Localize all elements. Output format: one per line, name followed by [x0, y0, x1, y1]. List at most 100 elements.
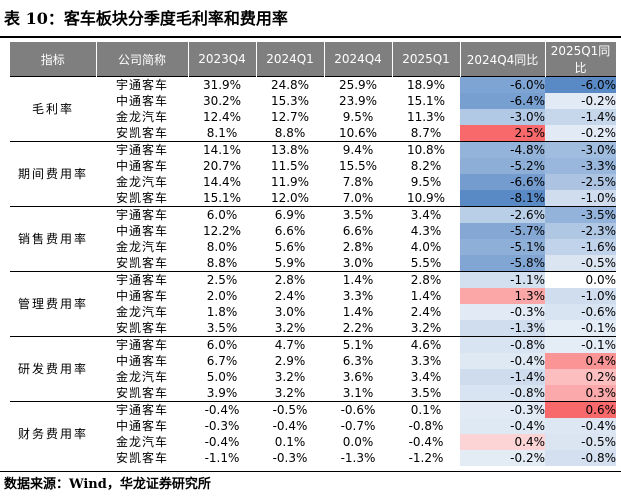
yoy-cell: 1.3% [460, 288, 545, 304]
header-2024q4-yoy: 2024Q4同比 [460, 42, 546, 77]
company-cell: 安凯客车 [115, 321, 168, 335]
value-cell: 2.4% [410, 305, 442, 319]
value-cell: -1.2% [408, 451, 444, 465]
group-label-gross-margin: 毛利率 [10, 76, 96, 142]
company-cell: 中通客车 [115, 354, 168, 368]
value-cell: 11.5% [270, 159, 310, 173]
table-row: 毛利率 宇通客车 31.9% 24.8% 25.9% 18.9% -6.0% -6.0% [10, 76, 616, 142]
company-cell: 金龙汽车 [115, 435, 168, 449]
value-cell: 24.8% [256, 76, 324, 93]
yoy-cell: -0.2% [460, 450, 545, 466]
yoy-cell: -5.2% [460, 158, 545, 174]
value-cell: -0.7% [340, 419, 376, 433]
value-cell: -0.4% [272, 419, 308, 433]
yoy-cell: 0.4% [545, 353, 616, 369]
yoy-cell: -0.1% [545, 336, 616, 353]
yoy-cell: -0.5% [545, 434, 616, 450]
yoy-cell: -6.0% [460, 76, 545, 93]
table-row: 安凯客车 8.1% 8.8% 10.6% 8.7% 2.5% -0.2% [10, 125, 616, 142]
yoy-cell: -0.1% [545, 320, 616, 337]
value-cell: -0.4% [188, 401, 256, 418]
company-cell: 宇通客车 [96, 141, 188, 158]
value-cell: 18.9% [392, 76, 460, 93]
company-cell: 安凯客车 [115, 451, 168, 465]
company-cell: 安凯客车 [115, 126, 168, 140]
table-row: 安凯客车 3.9% 3.2% 3.1% 3.5% -0.8% 0.3% [10, 385, 616, 402]
value-cell: -0.5% [256, 401, 324, 418]
value-cell: 4.3% [410, 224, 442, 238]
table-row: 金龙汽车 1.8% 3.0% 1.4% 2.4% -0.3% -0.6% [10, 304, 616, 320]
value-cell: 3.1% [342, 386, 374, 400]
value-cell: 3.9% [206, 386, 238, 400]
yoy-cell: -1.0% [545, 288, 616, 304]
value-cell: 15.3% [270, 94, 310, 108]
yoy-cell: 0.3% [545, 385, 616, 402]
value-cell: -1.1% [204, 451, 240, 465]
value-cell: 11.3% [406, 110, 446, 124]
group-label-sales-expense: 销售费用率 [10, 206, 96, 272]
table-row: 安凯客车 -1.1% -0.3% -1.3% -1.2% -0.2% -0.8% [10, 450, 616, 466]
table-title: 表 10：客车板块分季度毛利率和费用率 [4, 9, 288, 28]
header-row: 指标 公司简称 2023Q4 2024Q1 2024Q4 2025Q1 2024… [10, 42, 617, 77]
yoy-cell: -0.8% [460, 385, 545, 402]
company-cell: 金龙汽车 [115, 305, 168, 319]
value-cell: 10.9% [406, 191, 446, 205]
value-cell: 2.4% [274, 289, 306, 303]
yoy-cell: -8.1% [460, 190, 545, 207]
value-cell: 6.7% [206, 354, 238, 368]
company-cell: 安凯客车 [115, 191, 168, 205]
table-row: 中通客车 -0.3% -0.4% -0.7% -0.8% -0.4% -0.4% [10, 418, 616, 434]
value-cell: -0.3% [272, 451, 308, 465]
value-cell: 15.1% [406, 94, 446, 108]
table-row: 中通客车 6.7% 2.9% 6.3% 3.3% -0.4% 0.4% [10, 353, 616, 369]
value-cell: 6.6% [342, 224, 374, 238]
table-row: 金龙汽车 5.0% 3.2% 3.6% 3.4% -1.4% 0.2% [10, 369, 616, 385]
company-cell: 宇通客车 [96, 401, 188, 418]
value-cell: -0.8% [408, 419, 444, 433]
value-cell: 12.2% [202, 224, 242, 238]
value-cell: 15.5% [338, 159, 378, 173]
bottom-divider [0, 471, 621, 472]
value-cell: 3.0% [342, 256, 374, 270]
yoy-cell: -0.4% [460, 353, 545, 369]
yoy-cell: 0.6% [545, 401, 616, 418]
value-cell: 8.0% [206, 240, 238, 254]
yoy-cell: -0.3% [460, 304, 545, 320]
yoy-cell: -5.7% [460, 223, 545, 239]
yoy-cell: -0.8% [460, 336, 545, 353]
value-cell: 6.6% [274, 224, 306, 238]
value-cell: 2.8% [342, 240, 374, 254]
margin-expense-table: 指标 公司简称 2023Q4 2024Q1 2024Q4 2025Q1 2024… [10, 42, 617, 466]
yoy-cell: -5.1% [460, 239, 545, 255]
yoy-cell: -1.4% [545, 109, 616, 125]
value-cell: 1.4% [342, 305, 374, 319]
value-cell: 5.9% [274, 256, 306, 270]
table-row: 中通客车 30.2% 15.3% 23.9% 15.1% -6.4% -0.2% [10, 93, 616, 109]
value-cell: -0.4% [408, 435, 444, 449]
value-cell: 9.5% [410, 175, 442, 189]
value-cell: 31.9% [188, 76, 256, 93]
yoy-cell: -1.0% [545, 190, 616, 207]
table-row: 中通客车 20.7% 11.5% 15.5% 8.2% -5.2% -3.3% [10, 158, 616, 174]
value-cell: 3.4% [410, 370, 442, 384]
group-label-admin-expense: 管理费用率 [10, 271, 96, 337]
yoy-cell: 0.0% [545, 271, 616, 288]
company-cell: 宇通客车 [96, 336, 188, 353]
table-row: 金龙汽车 12.4% 12.7% 9.5% 11.3% -3.0% -1.4% [10, 109, 616, 125]
value-cell: 20.7% [202, 159, 242, 173]
table-row: 安凯客车 3.5% 3.2% 2.2% 3.2% -1.3% -0.1% [10, 320, 616, 337]
company-cell: 金龙汽车 [115, 240, 168, 254]
table-row: 研发费用率 宇通客车 6.0% 4.7% 5.1% 4.6% -0.8% -0.1% [10, 336, 616, 402]
yoy-cell: -2.3% [545, 223, 616, 239]
yoy-cell: -6.0% [545, 76, 616, 93]
company-cell: 中通客车 [115, 289, 168, 303]
yoy-cell: -0.6% [545, 304, 616, 320]
value-cell: 10.6% [338, 126, 378, 140]
yoy-cell: -1.1% [460, 271, 545, 288]
value-cell: 7.8% [342, 175, 374, 189]
value-cell: 25.9% [324, 76, 392, 93]
table-row: 安凯客车 15.1% 12.0% 7.0% 10.9% -8.1% -1.0% [10, 190, 616, 207]
table-row: 销售费用率 宇通客车 6.0% 6.9% 3.5% 3.4% -2.6% -3.5% [10, 206, 616, 272]
yoy-cell: -0.2% [545, 93, 616, 109]
yoy-cell: -2.6% [460, 206, 545, 223]
